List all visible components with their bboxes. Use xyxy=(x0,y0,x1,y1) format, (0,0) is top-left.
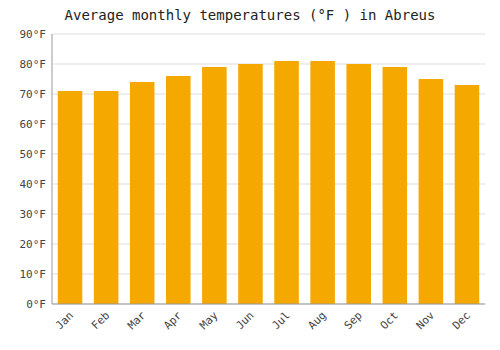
x-tick-label: Jun xyxy=(233,309,256,332)
y-tick-label: 30°F xyxy=(20,208,47,221)
x-tick-label: Feb xyxy=(89,309,112,332)
x-tick-label: Nov xyxy=(414,309,438,333)
y-tick-label: 50°F xyxy=(20,148,47,161)
bar xyxy=(58,91,83,304)
y-tick-label: 10°F xyxy=(20,268,47,281)
x-tick-label: May xyxy=(197,309,221,333)
bar xyxy=(130,82,155,304)
x-tick-label: Dec xyxy=(450,309,473,332)
bar xyxy=(455,85,480,304)
bar xyxy=(274,61,299,304)
bar xyxy=(310,61,335,304)
bar xyxy=(419,79,444,304)
y-tick-label: 70°F xyxy=(20,88,47,101)
y-ticks: 0°F 10°F 20°F 30°F 40°F 50°F 60°F 70°F 80°F 90°F xyxy=(20,28,47,311)
grid-line xyxy=(52,34,485,35)
y-tick-label: 60°F xyxy=(20,118,47,131)
bar xyxy=(94,91,119,304)
grid xyxy=(52,34,485,304)
y-tick-label: 80°F xyxy=(20,58,47,71)
y-tick-label: 40°F xyxy=(20,178,47,191)
y-tick-label: 0°F xyxy=(26,298,46,311)
x-axis-line xyxy=(52,304,485,305)
bar xyxy=(238,64,263,304)
x-tick-label: Jul xyxy=(269,309,292,332)
bar xyxy=(346,64,371,304)
x-tick-label: Oct xyxy=(378,309,401,332)
x-tick-label: Jan xyxy=(53,309,76,332)
y-tick-label: 20°F xyxy=(20,238,47,251)
bar xyxy=(383,67,408,304)
bar xyxy=(166,76,191,304)
title: Average monthly temperatures (°F ) in Ab… xyxy=(65,7,436,23)
x-ticks: Jan Feb Mar Apr May Jun Jul Aug Sep Oct Nov Dec xyxy=(53,309,473,333)
chart: Average monthly temperatures (°F ) in Ab… xyxy=(0,0,500,350)
chart-container: Average monthly temperatures (°F ) in Ab… xyxy=(0,0,500,350)
grid-line xyxy=(52,64,485,65)
x-tick-label: Mar xyxy=(125,309,149,333)
x-tick-label: Aug xyxy=(306,309,329,332)
grid-line xyxy=(52,304,485,305)
bars xyxy=(58,61,479,304)
x-tick-label: Sep xyxy=(342,309,365,332)
x-tick-label: Apr xyxy=(161,309,185,333)
y-tick-label: 90°F xyxy=(20,28,47,41)
bar xyxy=(202,67,227,304)
y-axis-line xyxy=(52,34,53,304)
